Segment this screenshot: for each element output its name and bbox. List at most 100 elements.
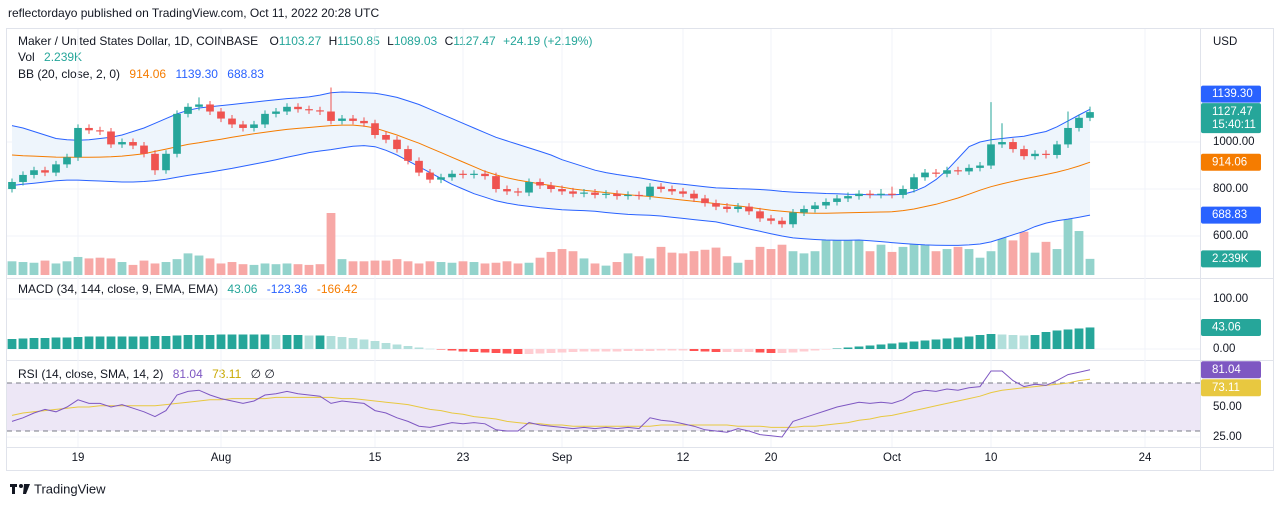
macd-bar (337, 337, 347, 349)
x-tick-label: Oct (883, 452, 902, 464)
candle-body (360, 120, 368, 124)
candle-body (745, 206, 753, 212)
volume-bar (95, 257, 105, 275)
macd-bar (590, 349, 600, 352)
macd-bar (623, 349, 633, 351)
volume-bar (667, 252, 677, 275)
macd-bar (920, 340, 930, 349)
macd-bar (689, 349, 699, 351)
candle-body (140, 145, 148, 154)
volume-bar (370, 260, 380, 275)
macd-legend: MACD (34, 144, close, 9, EMA, EMA) 43.06… (18, 282, 358, 296)
candle-body (1086, 112, 1094, 118)
macd-bar (909, 341, 919, 349)
macd-bar (7, 339, 17, 349)
candle-body (778, 220, 786, 225)
macd-bar (843, 347, 853, 349)
x-tick-label: 19 (72, 452, 85, 464)
candle-body (1053, 144, 1061, 155)
x-tick-label: 15 (369, 452, 382, 464)
volume-box (1201, 250, 1261, 268)
volume-bar (1008, 240, 1018, 275)
volume-bar (876, 244, 886, 275)
volume-bar (766, 249, 776, 275)
y-tick-label: 600.00 (1213, 230, 1248, 242)
candle-body (338, 118, 346, 121)
bb-upper-value: 1139.30 (175, 67, 218, 81)
candle-body (756, 211, 764, 219)
candle-body (1020, 149, 1028, 157)
candle-body (690, 193, 698, 199)
macd-bar (579, 349, 589, 352)
candle-body (613, 193, 621, 197)
candle-body (525, 181, 533, 193)
macd-bar (733, 349, 743, 352)
volume-label: 2.239K (1212, 253, 1249, 265)
vol-layer (7, 213, 1095, 275)
bb-basis-label: 914.06 (1212, 156, 1247, 168)
macd-bar (1041, 332, 1051, 349)
candle-body (492, 176, 500, 190)
candle-body (239, 124, 247, 128)
volume-bar (29, 262, 39, 275)
macd-bar (975, 335, 985, 349)
volume-bar (51, 263, 61, 275)
rsi-sma-line (11, 378, 1091, 428)
bb-lower-value: 688.83 (227, 67, 264, 81)
macd-bar (238, 334, 248, 349)
volume-bar (733, 262, 743, 275)
countdown-label: 15:40:11 (1212, 119, 1256, 131)
volume-bar (612, 262, 622, 275)
volume-bar (645, 258, 655, 275)
volume-bar (84, 258, 94, 275)
bb-legend: BB (20, close, 2, 0) 914.06 1139.30 688.… (18, 67, 264, 81)
macd-bar (249, 334, 259, 349)
candle-body (536, 181, 544, 186)
candle-body (569, 191, 577, 194)
candle-body (1075, 117, 1083, 128)
macd-bar (304, 335, 314, 349)
volume-bar (579, 258, 589, 275)
volume-bar (502, 261, 512, 275)
publisher-line: reflectordayo published on TradingView.c… (8, 6, 379, 20)
candle-body (712, 203, 720, 207)
volume-bar (799, 253, 809, 275)
candle-body (624, 194, 632, 197)
macd-hist-label: 43.06 (1212, 322, 1241, 334)
candle-body (96, 130, 104, 132)
macd-bar (667, 349, 677, 351)
candle-body (668, 189, 676, 192)
candle-body (481, 173, 489, 177)
volume-bar (689, 251, 699, 275)
volume-bar (205, 258, 215, 275)
macd-bar (524, 349, 534, 354)
grid-layer (7, 29, 1200, 447)
x-tick-label: 10 (985, 452, 998, 464)
candle-body (976, 165, 984, 168)
candle-body (162, 153, 170, 171)
candle-body (173, 113, 181, 154)
macd-bar (601, 349, 611, 352)
macd-bar (348, 338, 358, 349)
logo-mark (23, 484, 30, 494)
candle-body (74, 127, 82, 158)
volume-bar (810, 251, 820, 275)
macd-name: MACD (34, 144, close, 9, EMA, EMA) (18, 282, 218, 296)
candle-body (184, 106, 192, 114)
rsi-sma-box (1201, 379, 1261, 397)
logo-mark (12, 484, 15, 494)
volume-bar (436, 262, 446, 275)
macd-bar (392, 344, 402, 349)
macd-bar (513, 349, 523, 354)
ohlc-value: 1127.47 (453, 34, 496, 48)
y-tick-label: 25.00 (1213, 431, 1242, 443)
volume-bar (216, 263, 226, 275)
candle-body (558, 189, 566, 192)
y-tick-label: 50.00 (1213, 401, 1242, 413)
volume-bar (238, 264, 248, 275)
macd-bar (942, 338, 952, 349)
macd-bar (381, 343, 391, 349)
candle-body (800, 208, 808, 213)
candle-body (470, 173, 478, 175)
